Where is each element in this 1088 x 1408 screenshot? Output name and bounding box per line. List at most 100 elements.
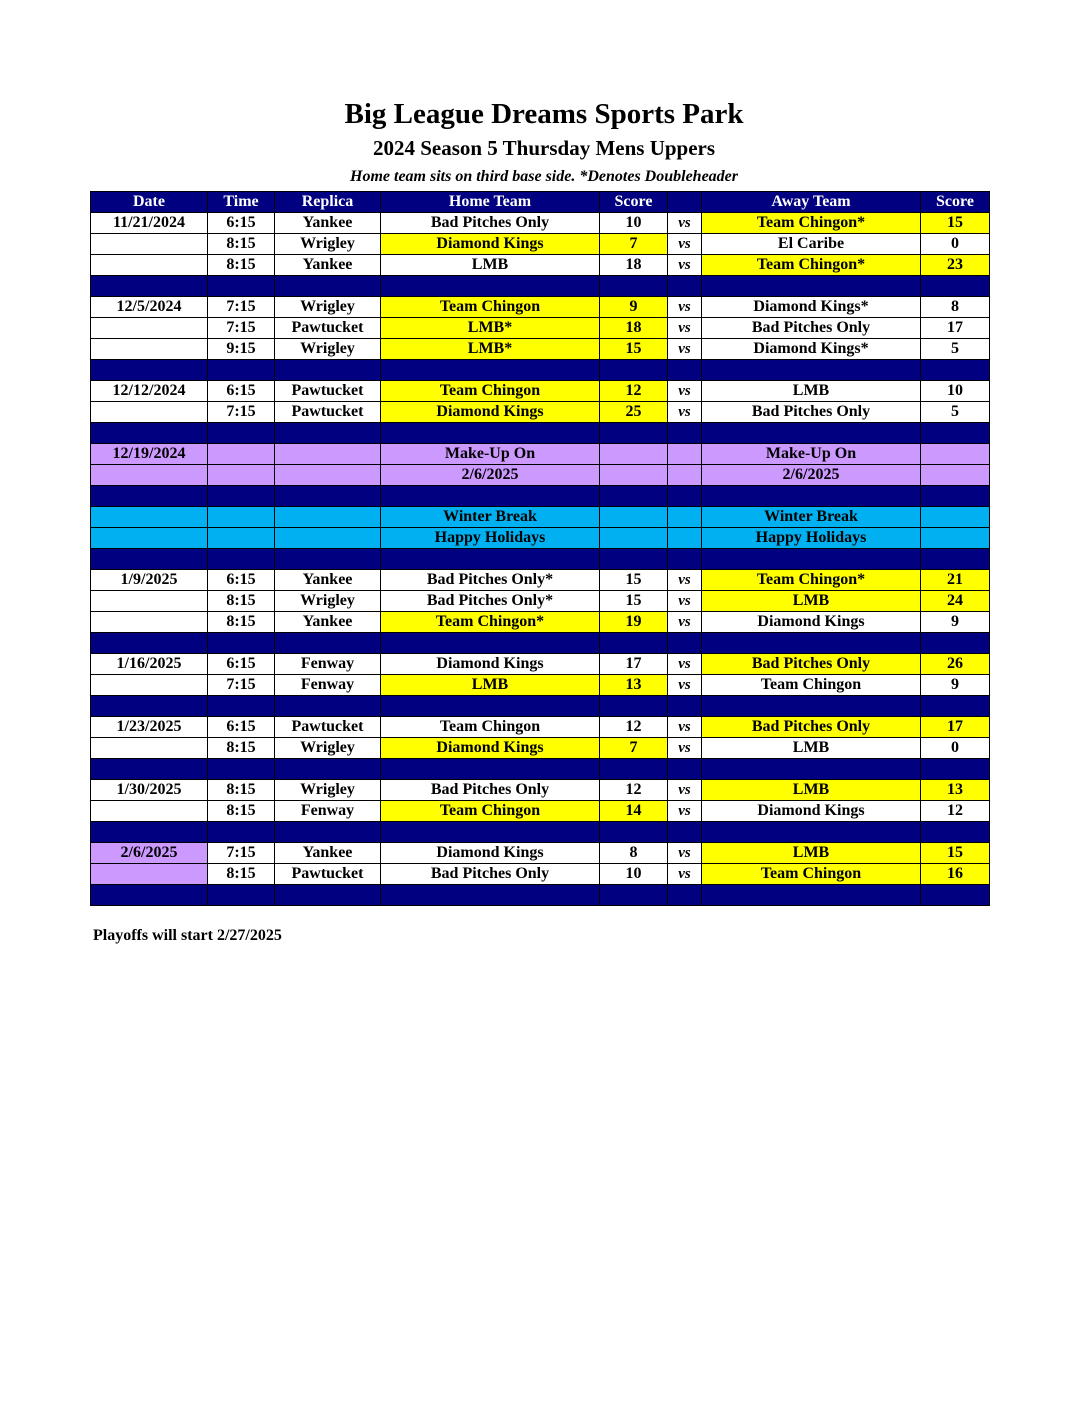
date-cell [90,527,208,549]
time-cell [207,464,275,486]
home-team-cell: LMB* [380,317,600,339]
away-score-cell: 21 [920,569,990,591]
time-cell: 7:15 [207,401,275,423]
home-score-cell: 25 [599,401,668,423]
date-cell [90,464,208,486]
time-cell: 8:15 [207,233,275,255]
game-row: 2/6/2025 7:15 Yankee Diamond Kings 8 vs LMB 15 [90,842,990,864]
away-team-cell: LMB [701,779,921,801]
replica-cell: Wrigley [274,233,381,255]
time-cell [207,506,275,528]
date-cell: 12/12/2024 [90,380,208,402]
away-score-cell: 10 [920,380,990,402]
separator-row [90,632,990,654]
date-cell: 1/30/2025 [90,779,208,801]
time-cell: 8:15 [207,254,275,276]
home-team-note: Home team sits on third base side. *Deno… [350,168,738,185]
home-score-cell: 9 [599,296,668,318]
away-team-cell: LMB [701,842,921,864]
vs-cell: vs [667,380,702,402]
time-cell [207,758,275,780]
game-row: 1/23/2025 6:15 Pawtucket Team Chingon 12 vs Ba… [90,716,990,738]
date-cell [90,695,208,717]
home-team-cell: Team Chingon [380,380,600,402]
away-team-cell: Team Chingon* [701,254,921,276]
replica-cell: Yankee [274,569,381,591]
makeup-row: 2/6/2025 2/6/2025 [90,464,990,486]
away-team-cell [701,821,921,843]
away-score-cell: 15 [920,212,990,234]
vs-cell: vs [667,863,702,885]
date-cell [90,590,208,612]
away-score-cell: 0 [920,233,990,255]
vs-cell [667,632,702,654]
vs-cell [667,548,702,570]
time-cell [207,548,275,570]
away-score-cell [920,884,990,906]
replica-cell: Wrigley [274,338,381,360]
home-team-cell: LMB [380,254,600,276]
time-cell: 7:15 [207,674,275,696]
home-score-cell: 7 [599,737,668,759]
date-cell [90,674,208,696]
game-row: 8:15 Wrigley Diamond Kings 7 vs El Caribe 0 [90,233,990,255]
vs-cell: vs [667,233,702,255]
col-away-team: Away Team [701,191,921,213]
home-team-cell [380,632,600,654]
home-score-cell [599,359,668,381]
col-date: Date [90,191,208,213]
time-cell [207,275,275,297]
date-cell [90,632,208,654]
home-team-cell: Diamond Kings [380,233,600,255]
away-team-cell [701,422,921,444]
away-team-cell: Team Chingon* [701,212,921,234]
away-team-cell: Winter Break [701,506,921,528]
away-score-cell: 9 [920,611,990,633]
game-row: 8:15 Pawtucket Bad Pitches Only 10 vs Team Ch… [90,863,990,885]
home-score-cell: 14 [599,800,668,822]
replica-cell: Fenway [274,653,381,675]
time-cell: 8:15 [207,863,275,885]
away-team-cell [701,695,921,717]
away-team-cell [701,548,921,570]
away-score-cell: 17 [920,317,990,339]
vs-cell: vs [667,653,702,675]
home-score-cell [599,821,668,843]
away-score-cell: 23 [920,254,990,276]
home-score-cell [599,695,668,717]
time-cell [207,485,275,507]
away-score-cell [920,821,990,843]
date-cell [90,233,208,255]
home-score-cell: 10 [599,212,668,234]
away-team-cell: Diamond Kings* [701,296,921,318]
replica-cell: Wrigley [274,779,381,801]
replica-cell: Yankee [274,212,381,234]
replica-cell [274,422,381,444]
replica-cell [274,275,381,297]
away-team-cell: Bad Pitches Only [701,317,921,339]
vs-cell: vs [667,842,702,864]
date-cell [90,758,208,780]
home-score-cell: 18 [599,317,668,339]
home-score-cell [599,527,668,549]
date-cell [90,548,208,570]
vs-cell: vs [667,296,702,318]
home-team-cell: Bad Pitches Only [380,863,600,885]
time-cell: 6:15 [207,212,275,234]
winter-break-row: Happy Holidays Happy Holidays [90,527,990,549]
separator-row [90,821,990,843]
replica-cell: Pawtucket [274,317,381,339]
replica-cell [274,695,381,717]
replica-cell [274,548,381,570]
game-row: 7:15 Fenway LMB 13 vs Team Chingon 9 [90,674,990,696]
away-score-cell [920,443,990,465]
vs-cell [667,884,702,906]
col-home-team: Home Team [380,191,600,213]
home-score-cell: 7 [599,233,668,255]
separator-row [90,548,990,570]
home-score-cell: 13 [599,674,668,696]
separator-row [90,695,990,717]
vs-cell: vs [667,779,702,801]
vs-cell [667,275,702,297]
home-score-cell [599,275,668,297]
